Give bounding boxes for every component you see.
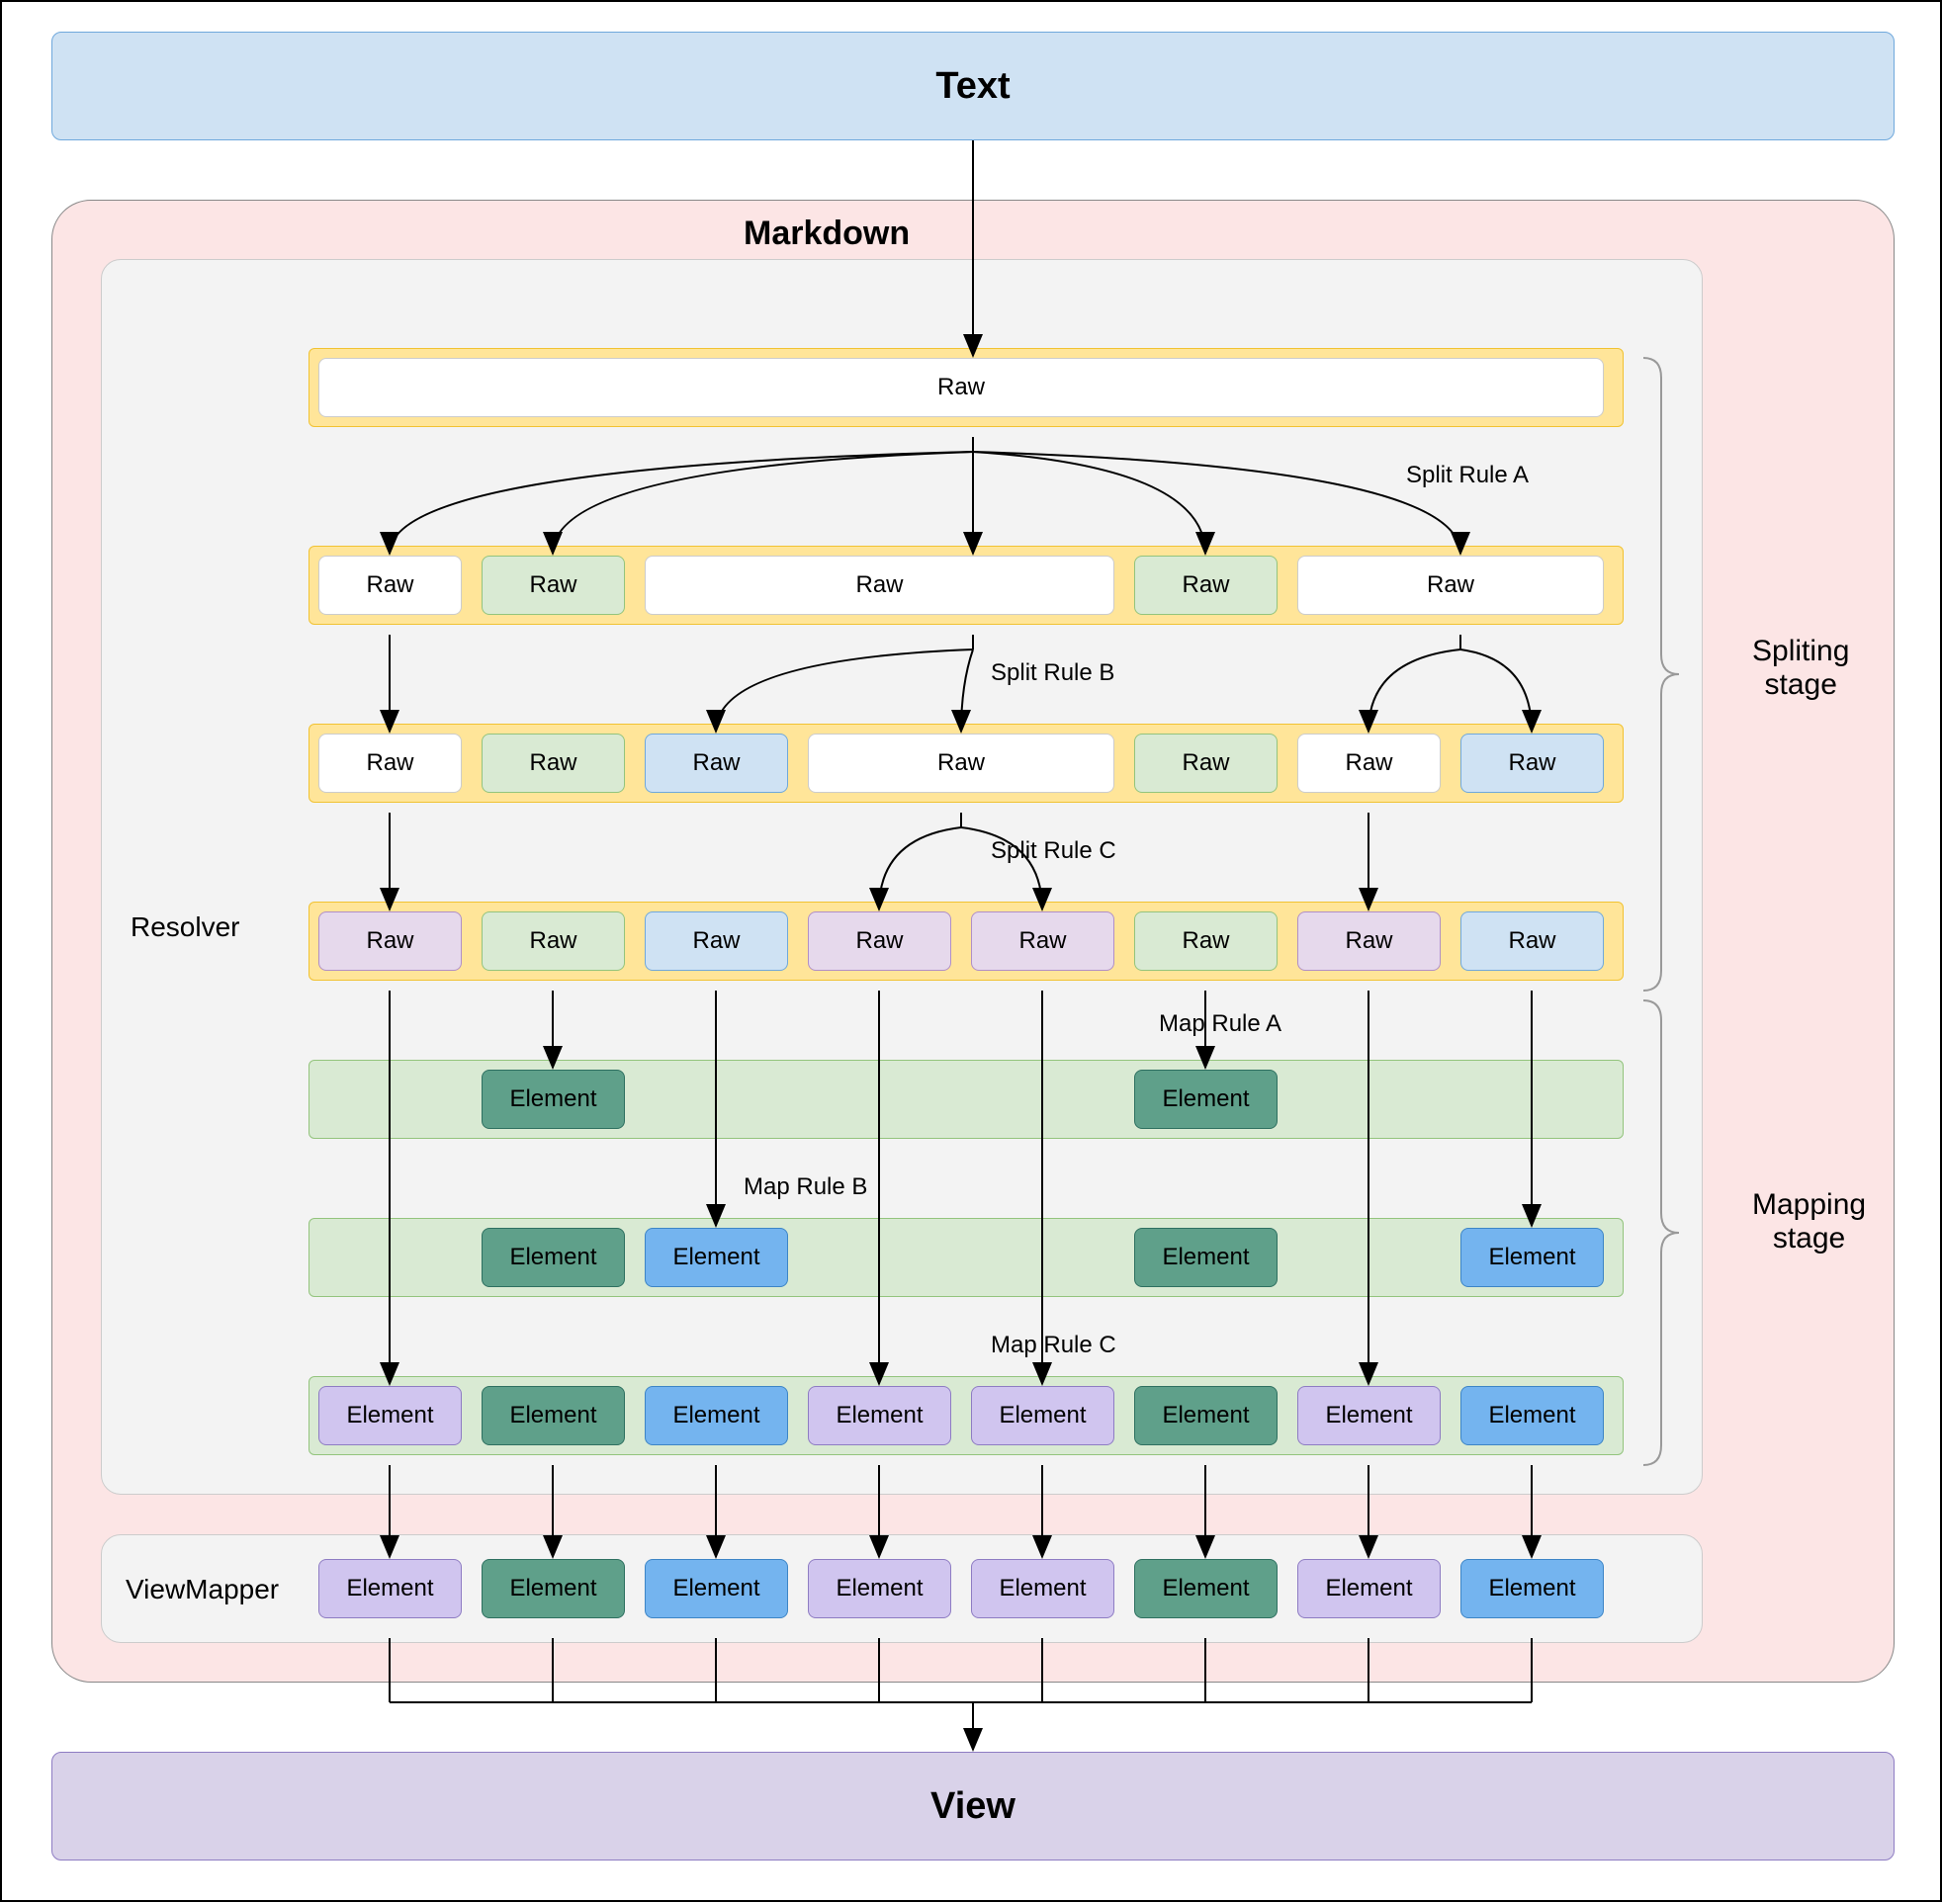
element-cell: Element [1460,1559,1604,1618]
raw-cell: Raw [1297,556,1604,615]
raw-cell: Raw [808,734,1114,793]
element-cell: Element [482,1070,625,1129]
resolver-container [101,259,1703,1495]
map-rule-c-label: Map Rule C [991,1332,1116,1359]
raw-cell: Raw [482,911,625,971]
element-cell: Element [808,1559,951,1618]
raw-cell: Raw [1297,734,1441,793]
element-cell: Element [482,1228,625,1287]
resolver-label: Resolver [131,911,239,943]
split-rule-c-label: Split Rule C [991,837,1116,865]
raw-cell: Raw [645,556,1114,615]
element-cell: Element [318,1386,462,1445]
raw-cell: Raw [1297,911,1441,971]
raw-cell: Raw [1134,911,1278,971]
raw-cell: Raw [482,556,625,615]
raw-cell: Raw [318,734,462,793]
element-cell: Element [482,1559,625,1618]
element-cell: Element [1134,1559,1278,1618]
text-node-label: Text [935,65,1010,108]
raw-cell: Raw [482,734,625,793]
mapping-stage-label: Mappingstage [1752,1188,1866,1255]
split-rule-a-label: Split Rule A [1406,462,1529,489]
element-cell: Element [645,1559,788,1618]
raw-cell: Raw [1134,734,1278,793]
view-node-label: View [930,1785,1015,1828]
element-cell: Element [645,1386,788,1445]
element-cell: Element [1460,1386,1604,1445]
raw-cell: Raw [1134,556,1278,615]
element-cell: Element [1460,1228,1604,1287]
raw-cell: Raw [645,911,788,971]
diagram-canvas: Text Markdown Resolver ViewMapper View R… [0,0,1942,1902]
text-node: Text [51,32,1895,140]
map-rule-b-label: Map Rule B [744,1173,867,1201]
raw-cell: Raw [808,911,951,971]
element-cell: Element [1134,1386,1278,1445]
raw-cell: Raw [971,911,1114,971]
raw-cell: Raw [1460,911,1604,971]
raw-cell: Raw [645,734,788,793]
map-rule-a-label: Map Rule A [1159,1010,1281,1038]
element-cell: Element [318,1559,462,1618]
raw-cell: Raw [1460,734,1604,793]
element-cell: Element [1134,1228,1278,1287]
element-cell: Element [1134,1070,1278,1129]
element-cell: Element [971,1386,1114,1445]
element-cell: Element [645,1228,788,1287]
element-cell: Element [1297,1386,1441,1445]
raw-cell: Raw [318,358,1604,417]
element-cell: Element [808,1386,951,1445]
element-cell: Element [482,1386,625,1445]
splitting-stage-label: Splitingstage [1752,635,1849,702]
viewmapper-label: ViewMapper [126,1574,279,1605]
markdown-title: Markdown [744,215,910,253]
split-rule-b-label: Split Rule B [991,659,1114,687]
element-cell: Element [1297,1559,1441,1618]
raw-cell: Raw [318,556,462,615]
raw-cell: Raw [318,911,462,971]
element-cell: Element [971,1559,1114,1618]
view-node: View [51,1752,1895,1861]
